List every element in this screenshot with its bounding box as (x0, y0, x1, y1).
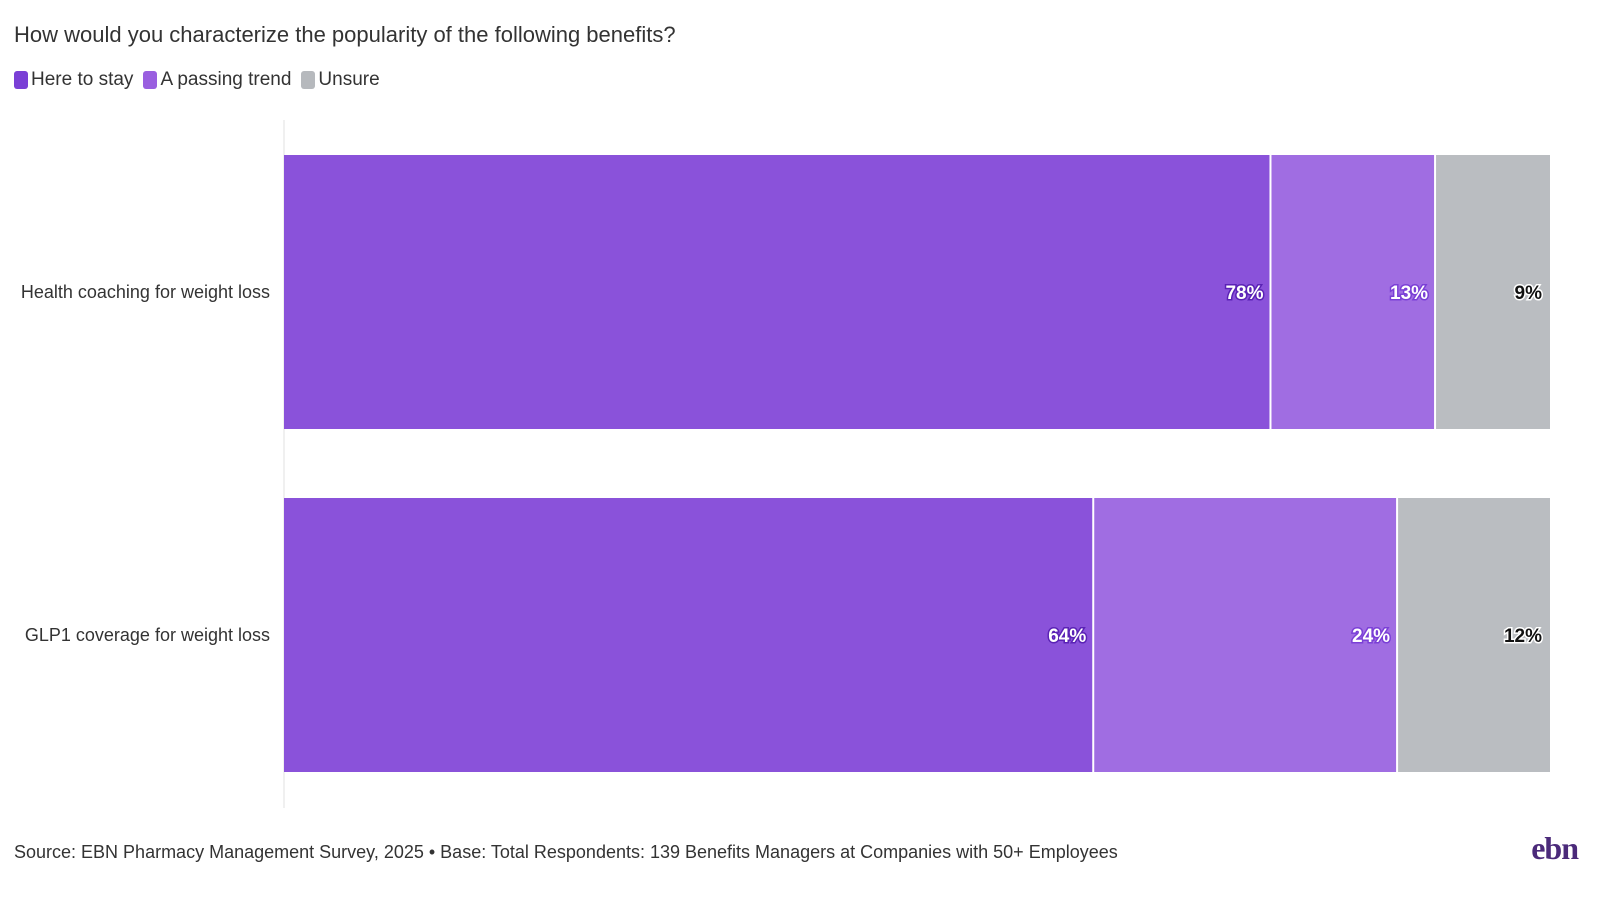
stacked-bar-chart: Health coaching for weight loss 78% 13% 9% G… (21, 120, 1550, 808)
data-label: 78% (1225, 283, 1263, 304)
chart-title: How would you characterize the popularit… (14, 22, 676, 47)
legend-label-passing-trend: A passing trend (160, 69, 292, 90)
bar-segment (1271, 155, 1435, 429)
source-note: Source: EBN Pharmacy Management Survey, … (14, 842, 1118, 862)
ebn-logo: ebn (1531, 830, 1579, 866)
legend-item-unsure: Unsure (301, 69, 380, 91)
data-label: 12% (1504, 626, 1542, 647)
data-label: 24% (1352, 626, 1390, 647)
legend-item-here-to-stay: Here to stay (14, 69, 133, 91)
category-label: Health coaching for weight loss (21, 282, 270, 302)
bar-segment (284, 155, 1270, 429)
legend-swatch-here-to-stay (14, 71, 28, 89)
data-label: 9% (1515, 283, 1543, 304)
bar-segment (1094, 498, 1397, 772)
bar-segment (284, 498, 1093, 772)
bar-segment (1398, 498, 1550, 772)
chart-legend: Here to stay A passing trend Unsure (14, 69, 390, 91)
legend-swatch-unsure (301, 71, 316, 89)
legend-swatch-passing-trend (143, 71, 158, 89)
legend-item-passing-trend: A passing trend (143, 69, 291, 91)
category-label: GLP1 coverage for weight loss (25, 625, 270, 645)
legend-label-unsure: Unsure (318, 69, 380, 90)
data-label: 13% (1390, 283, 1428, 304)
bar-segment (1436, 155, 1550, 429)
data-label: 64% (1048, 626, 1086, 647)
legend-label-here-to-stay: Here to stay (31, 69, 134, 90)
